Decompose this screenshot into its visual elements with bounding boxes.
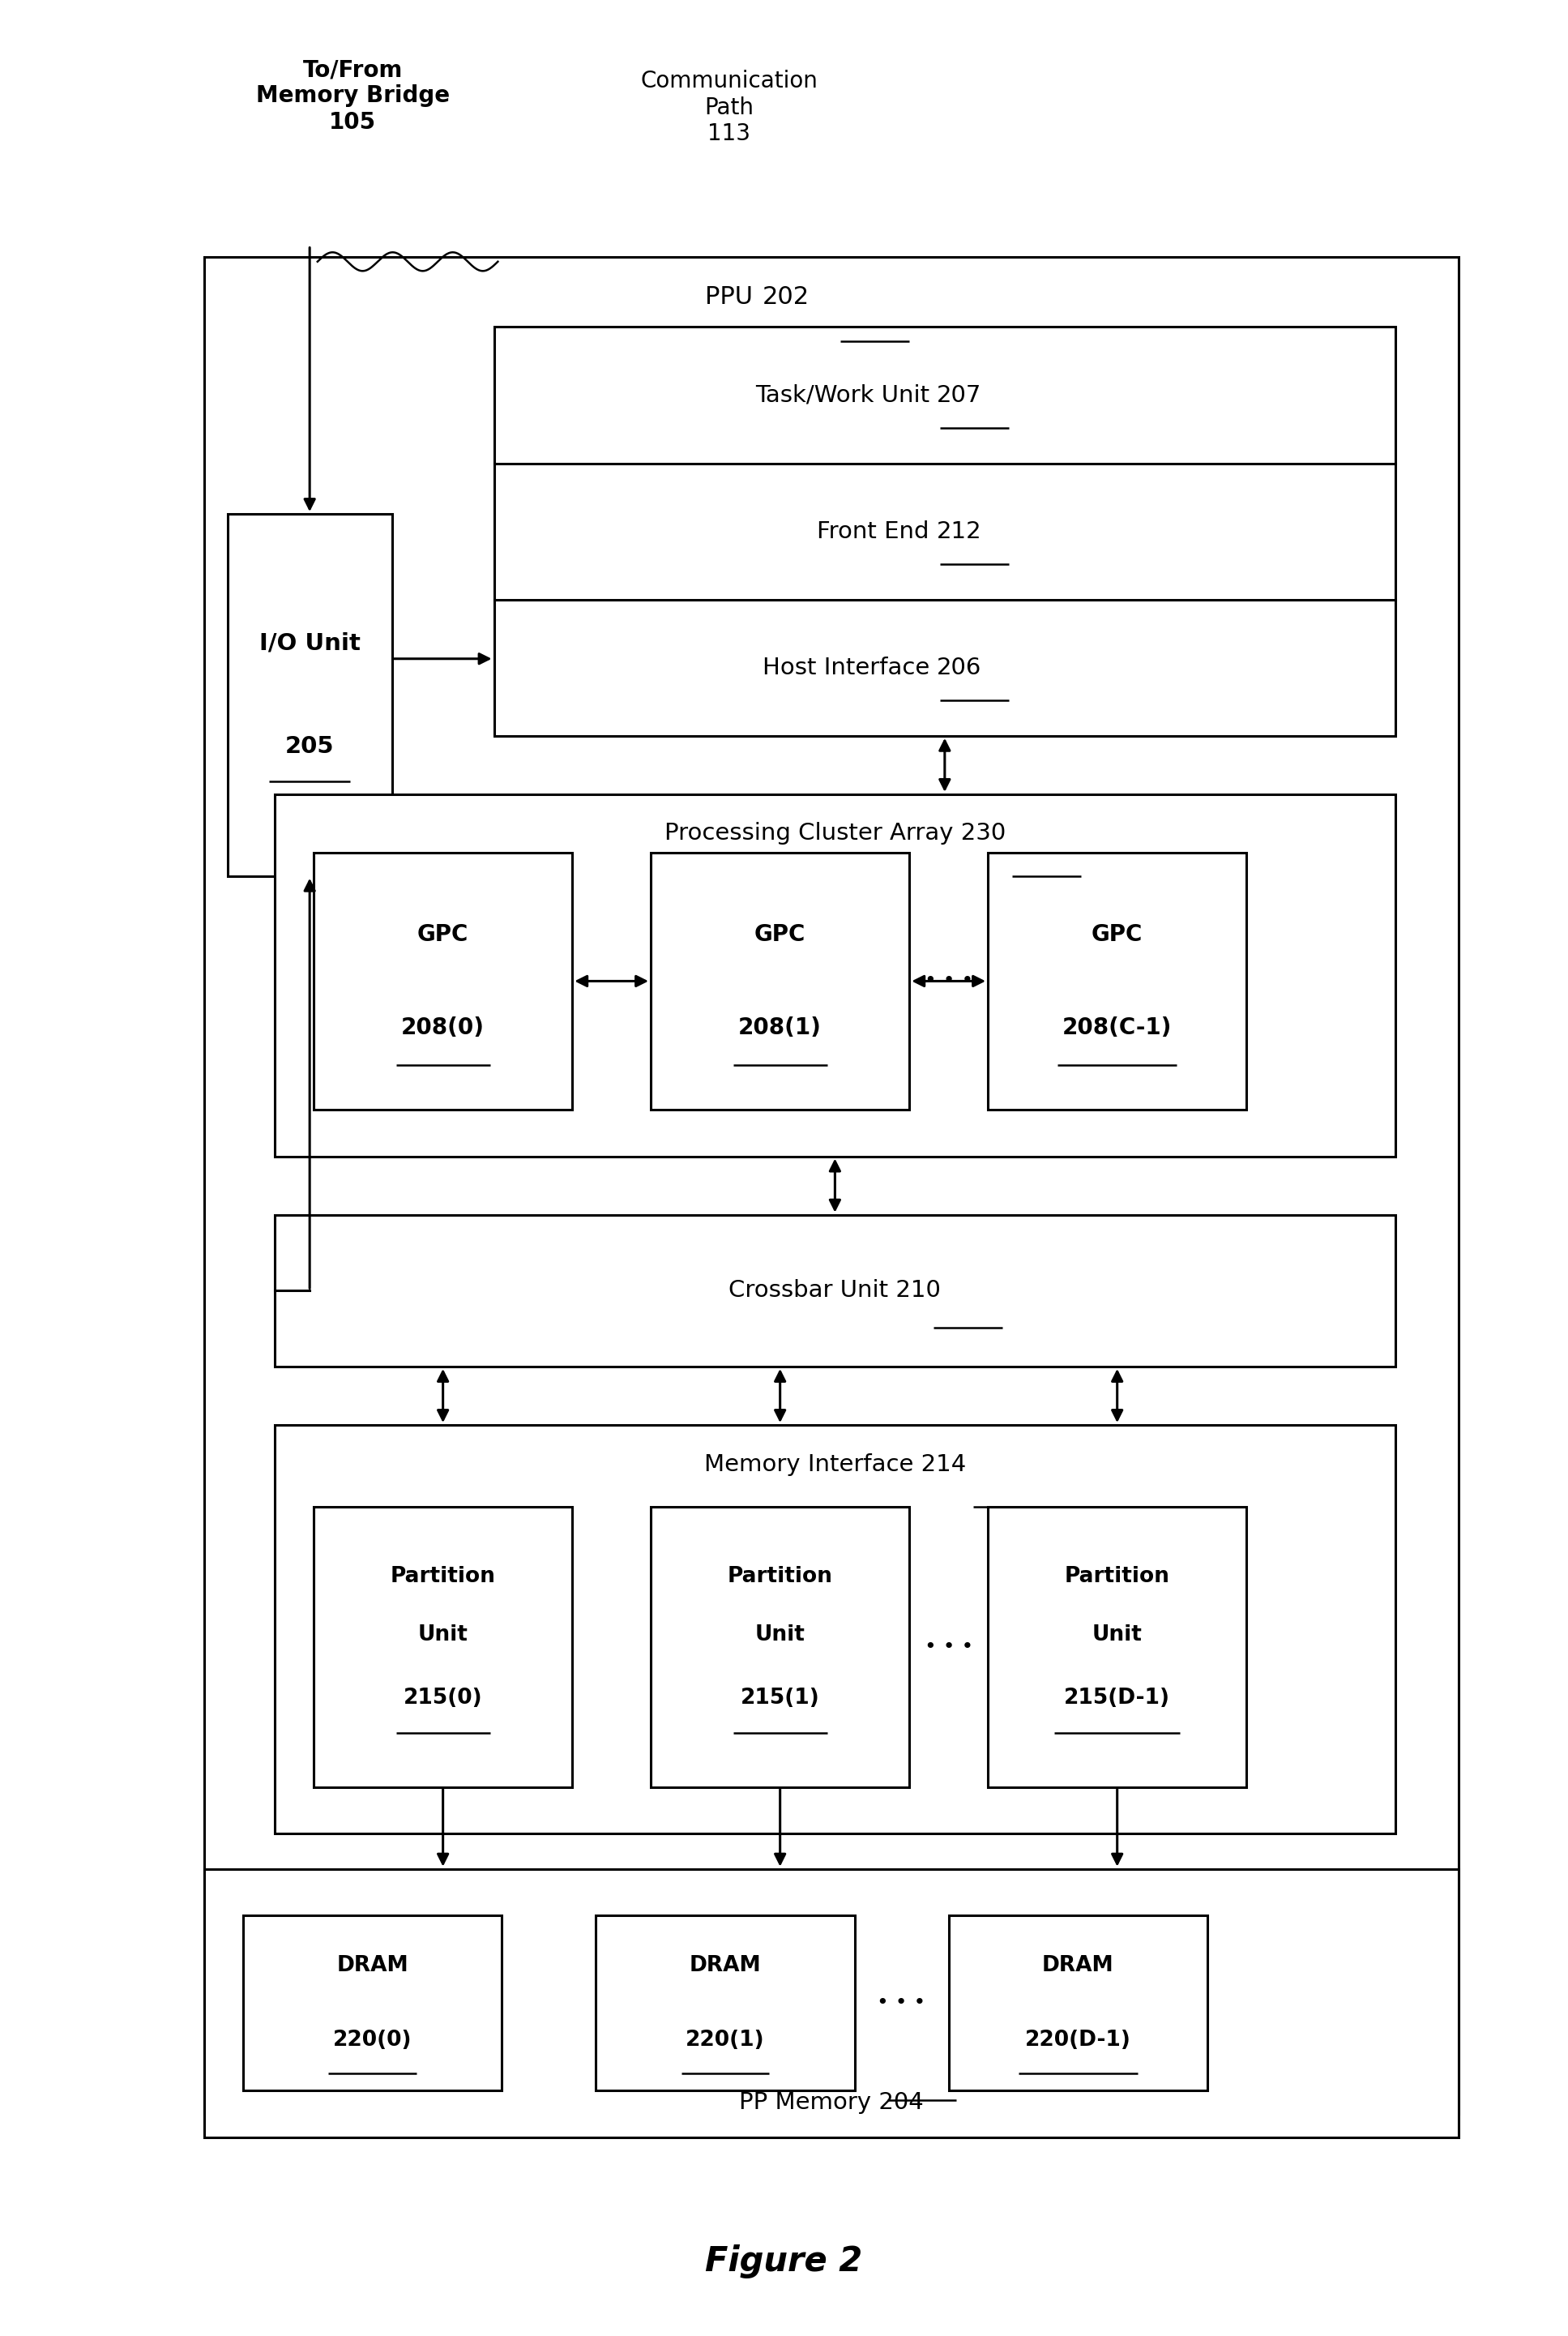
Text: 207: 207	[938, 383, 982, 406]
Text: PPU: PPU	[704, 285, 760, 308]
Bar	[494, 327, 1396, 736]
Text: DRAM: DRAM	[337, 1955, 408, 1976]
Text: Communication
Path
113: Communication Path 113	[640, 70, 818, 145]
Bar	[314, 853, 572, 1110]
Text: Figure 2: Figure 2	[706, 2245, 862, 2278]
Text: Unit: Unit	[419, 1624, 467, 1647]
Bar	[227, 514, 392, 876]
Text: 220(1): 220(1)	[685, 2030, 765, 2051]
Text: GPC: GPC	[417, 923, 469, 946]
Text: 208(C-1): 208(C-1)	[1063, 1016, 1171, 1040]
Text: Host Interface: Host Interface	[762, 656, 938, 680]
Text: Unit: Unit	[756, 1624, 804, 1647]
Bar	[949, 1916, 1207, 2091]
Bar	[274, 1425, 1396, 1834]
Text: DRAM: DRAM	[690, 1955, 760, 1976]
Text: • • •: • • •	[877, 1993, 927, 2014]
Bar	[596, 1916, 855, 2091]
Bar	[314, 1507, 572, 1787]
Text: 206: 206	[938, 656, 982, 680]
Text: • • •: • • •	[924, 1638, 974, 1656]
Text: Crossbar Unit 210: Crossbar Unit 210	[729, 1280, 941, 1301]
Text: 208(1): 208(1)	[739, 1016, 822, 1040]
Text: 205: 205	[285, 736, 334, 757]
Bar	[204, 257, 1458, 2114]
Text: PP Memory 204: PP Memory 204	[739, 2091, 924, 2114]
Text: 215(D-1): 215(D-1)	[1065, 1687, 1170, 1710]
Text: 215(1): 215(1)	[740, 1687, 820, 1710]
Text: GPC: GPC	[754, 923, 806, 946]
Text: DRAM: DRAM	[1043, 1955, 1113, 1976]
Text: 215(0): 215(0)	[403, 1687, 483, 1710]
Bar	[243, 1916, 502, 2091]
Text: 220(0): 220(0)	[332, 2030, 412, 2051]
Bar	[988, 853, 1247, 1110]
Text: Unit: Unit	[1093, 1624, 1142, 1647]
Text: GPC: GPC	[1091, 923, 1143, 946]
Text: Task/Work Unit: Task/Work Unit	[756, 383, 938, 406]
Bar	[651, 853, 909, 1110]
Text: 220(D-1): 220(D-1)	[1025, 2030, 1131, 2051]
Bar	[651, 1507, 909, 1787]
Text: 208(0): 208(0)	[401, 1016, 485, 1040]
Bar	[988, 1507, 1247, 1787]
Text: Front End: Front End	[817, 521, 938, 542]
Text: Processing Cluster Array 230: Processing Cluster Array 230	[665, 822, 1005, 846]
Text: Partition: Partition	[1065, 1565, 1170, 1588]
Text: I/O Unit: I/O Unit	[259, 633, 361, 654]
Text: 212: 212	[938, 521, 982, 542]
Bar	[274, 1215, 1396, 1367]
Text: Memory Interface 214: Memory Interface 214	[704, 1453, 966, 1476]
Text: 202: 202	[762, 285, 809, 308]
Text: Partition: Partition	[728, 1565, 833, 1588]
Bar	[204, 1869, 1458, 2137]
Bar	[274, 794, 1396, 1156]
Text: Partition: Partition	[390, 1565, 495, 1588]
Text: To/From
Memory Bridge
105: To/From Memory Bridge 105	[256, 58, 450, 133]
Text: • • •: • • •	[924, 972, 974, 990]
